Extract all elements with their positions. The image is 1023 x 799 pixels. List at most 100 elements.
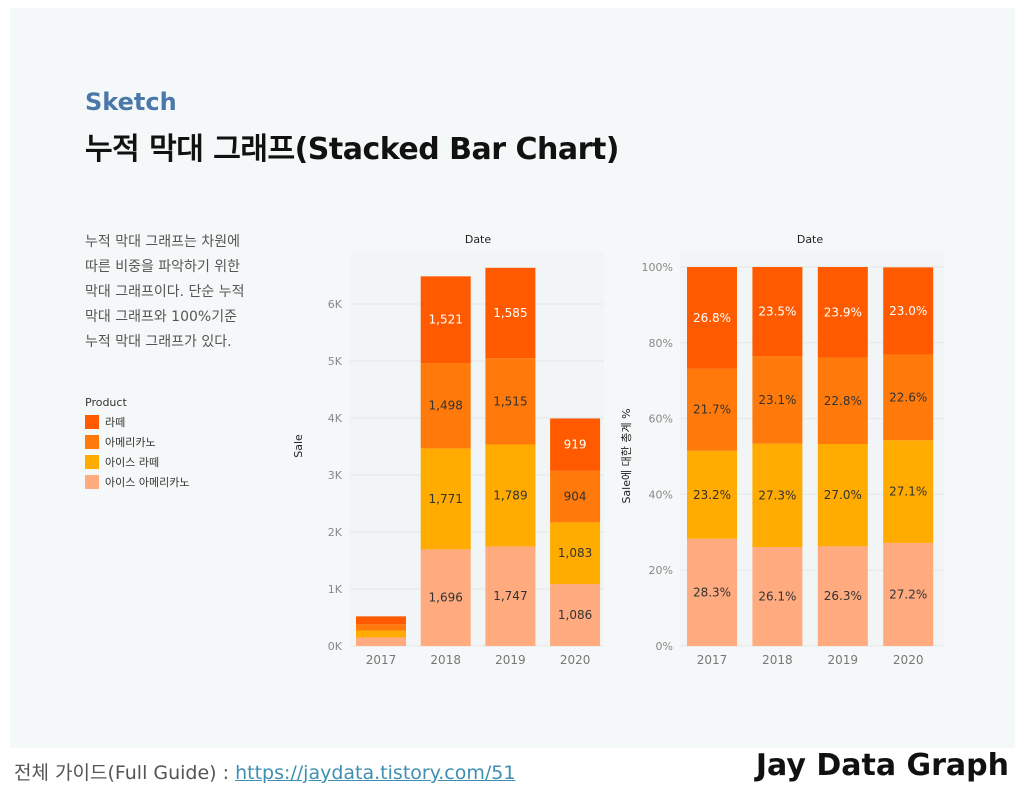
legend-item-iced-latte[interactable]: 아이스 라떼 — [85, 452, 189, 472]
bar-segment-2019-1 — [485, 444, 536, 547]
bar-segment-2020-1 — [550, 522, 601, 585]
bar-segment-2019-0 — [485, 546, 536, 646]
x-tick-label: 2019 — [828, 653, 859, 667]
data-label: 27.1% — [889, 485, 927, 499]
bar-segment-2017-0 — [356, 637, 406, 646]
legend: Product 라떼 아메리카노 아이스 라떼 아이스 아메리카노 — [85, 396, 189, 492]
data-label: 1,521 — [429, 313, 463, 327]
data-label: 1,789 — [493, 488, 527, 502]
y-tick-label: 2K — [328, 526, 343, 539]
legend-label: 라떼 — [105, 416, 126, 429]
bar-segment-2018-0 — [752, 547, 803, 646]
y-tick-label: 5K — [328, 355, 343, 368]
legend-item-iced-americano[interactable]: 아이스 아메리카노 — [85, 472, 189, 492]
bar-segment-2018-1 — [752, 443, 803, 548]
bar-segment-2017-1 — [356, 630, 406, 638]
data-label: 23.0% — [889, 304, 927, 318]
bar-segment-2018-2 — [420, 363, 471, 449]
description-line: 막대 그래프이다. 단순 누적 — [85, 284, 245, 300]
description: 누적 막대 그래프는 차원에 따른 비중을 파악하기 위한 막대 그래프이다. … — [85, 230, 275, 355]
bar-segment-2019-2 — [817, 357, 868, 444]
bar-segment-2020-0 — [883, 542, 934, 646]
legend-item-latte[interactable]: 라떼 — [85, 412, 189, 432]
legend-label: 아이스 아메리카노 — [105, 476, 190, 489]
description-line: 누적 막대 그래프는 차원에 — [85, 234, 241, 250]
data-label: 26.3% — [824, 589, 862, 603]
legend-swatch — [85, 455, 99, 469]
legend-label: 아이스 라떼 — [105, 456, 160, 469]
bar-segment-2018-3 — [752, 267, 803, 357]
page-title: 누적 막대 그래프(Stacked Bar Chart) — [85, 132, 620, 167]
guide-link[interactable]: https://jaydata.tistory.com/51 — [235, 762, 516, 784]
bar-segment-2017-2 — [356, 624, 406, 631]
legend-swatch — [85, 415, 99, 429]
y-tick-label: 80% — [649, 337, 673, 350]
bar-segment-2020-2 — [550, 470, 601, 523]
y-tick-label: 20% — [649, 564, 673, 577]
data-label: 28.3% — [693, 585, 731, 599]
bar-segment-2020-2 — [883, 354, 934, 441]
data-label: 1,585 — [493, 306, 527, 320]
y-tick-label: 1K — [328, 583, 343, 596]
brand-logo: Jay Data Graph — [755, 748, 1009, 783]
bar-segment-2020-1 — [883, 440, 934, 543]
data-label: 27.2% — [889, 587, 927, 601]
x-tick-label: 2020 — [893, 653, 924, 667]
description-line: 누적 막대 그래프가 있다. — [85, 334, 232, 350]
bar-segment-2017-3 — [687, 267, 737, 369]
y-tick-label: 0% — [656, 640, 673, 653]
bar-segment-2018-0 — [420, 549, 471, 646]
bar-segment-2017-3 — [356, 616, 406, 625]
data-label: 22.8% — [824, 394, 862, 408]
legend-swatch — [85, 475, 99, 489]
bar-segment-2020-3 — [550, 418, 601, 471]
bar-segment-2020-3 — [883, 267, 934, 355]
data-label: 919 — [564, 438, 587, 452]
bar-segment-2018-3 — [420, 276, 471, 364]
data-label: 22.6% — [889, 390, 927, 404]
x-tick-label: 2018 — [762, 653, 793, 667]
data-label: 1,498 — [429, 399, 463, 413]
data-label: 23.2% — [693, 488, 731, 502]
data-label: 23.5% — [758, 305, 796, 319]
y-tick-label: 6K — [328, 298, 343, 311]
chart-title: Date — [797, 233, 824, 246]
description-line: 막대 그래프와 100%기준 — [85, 309, 237, 325]
data-label: 1,747 — [493, 589, 527, 603]
x-tick-label: 2019 — [495, 653, 526, 667]
y-axis-label: Sale에 대한 총계 % — [620, 408, 633, 503]
data-label: 904 — [564, 490, 587, 504]
data-label: 1,771 — [429, 492, 463, 506]
data-label: 27.0% — [824, 488, 862, 502]
bar-segment-2018-1 — [420, 448, 471, 550]
data-label: 1,083 — [558, 546, 592, 560]
footer-guide: 전체 가이드(Full Guide) : https://jaydata.tis… — [14, 758, 515, 785]
data-label: 26.1% — [758, 590, 796, 604]
data-label: 27.3% — [758, 488, 796, 502]
legend-item-americano[interactable]: 아메리카노 — [85, 432, 189, 452]
x-tick-label: 2017 — [697, 653, 728, 667]
legend-title: Product — [85, 396, 127, 409]
legend-swatch — [85, 435, 99, 449]
chart-title: Date — [465, 233, 492, 246]
data-label: 26.8% — [693, 311, 731, 325]
y-tick-label: 0K — [328, 640, 343, 653]
data-label: 23.9% — [824, 305, 862, 319]
x-tick-label: 2020 — [560, 653, 591, 667]
description-line: 따른 비중을 파악하기 위한 — [85, 259, 241, 275]
y-tick-label: 40% — [649, 488, 673, 501]
legend-label: 아메리카노 — [105, 436, 156, 449]
guide-label: 전체 가이드(Full Guide) : — [14, 762, 236, 784]
y-tick-label: 100% — [642, 261, 673, 274]
y-tick-label: 60% — [649, 413, 673, 426]
bar-segment-2018-2 — [752, 356, 803, 444]
bar-segment-2019-3 — [817, 267, 868, 358]
page-subtitle: Sketch — [85, 88, 177, 116]
data-label: 21.7% — [693, 403, 731, 417]
data-label: 1,086 — [558, 608, 592, 622]
bar-segment-2019-1 — [817, 443, 868, 547]
x-tick-label: 2017 — [366, 653, 397, 667]
y-tick-label: 4K — [328, 412, 343, 425]
